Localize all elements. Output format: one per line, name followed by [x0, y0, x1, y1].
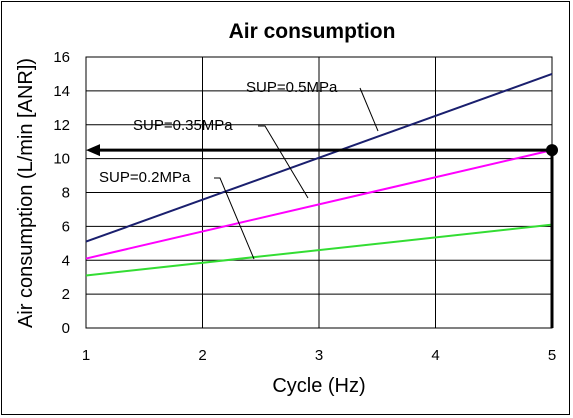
y-tick-label: 14	[53, 83, 70, 100]
y-tick-labels: 0 2 4 6 8 10 12 14 16	[53, 49, 70, 337]
y-tick-label: 6	[62, 218, 70, 235]
series-lines	[85, 72, 553, 277]
y-tick-label: 10	[53, 151, 70, 168]
reference-arrowhead	[86, 144, 100, 157]
reference-marks	[86, 144, 558, 328]
annotation-labels: SUP=0.5MPa SUP=0.35MPa SUP=0.2MPa	[99, 79, 338, 186]
series-annotation-leader	[214, 177, 255, 260]
reference-point-marker	[546, 144, 558, 157]
y-tick-label: 16	[53, 49, 70, 66]
y-tick-label: 12	[53, 117, 70, 134]
y-axis-label: Air consumption (L/min [ANR])	[15, 58, 37, 328]
series-line-2	[85, 149, 553, 260]
y-tick-label: 2	[62, 286, 70, 303]
series-annotation-label: SUP=0.35MPa	[133, 117, 233, 134]
series-annotation-leader	[359, 87, 379, 132]
y-tick-label: 0	[62, 320, 70, 337]
x-tick-label: 4	[431, 347, 439, 364]
chart-title: Air consumption	[229, 20, 396, 43]
x-tick-label: 1	[82, 347, 90, 364]
series-annotation-label: SUP=0.2MPa	[99, 169, 191, 186]
series-annotation-label: SUP=0.5MPa	[246, 79, 338, 96]
annotation-leaders	[214, 87, 379, 260]
y-tick-label: 4	[62, 252, 70, 269]
x-tick-label: 5	[548, 347, 556, 364]
x-tick-label: 3	[315, 347, 323, 364]
x-tick-label: 2	[198, 347, 206, 364]
x-tick-labels: 1 2 3 4 5	[82, 347, 556, 364]
x-axis-label: Cycle (Hz)	[272, 375, 365, 397]
series-annotation-leader	[258, 125, 309, 199]
gridlines	[86, 57, 552, 328]
series-line-1	[85, 72, 553, 243]
series-line-3	[85, 223, 553, 277]
y-tick-label: 8	[62, 185, 70, 202]
